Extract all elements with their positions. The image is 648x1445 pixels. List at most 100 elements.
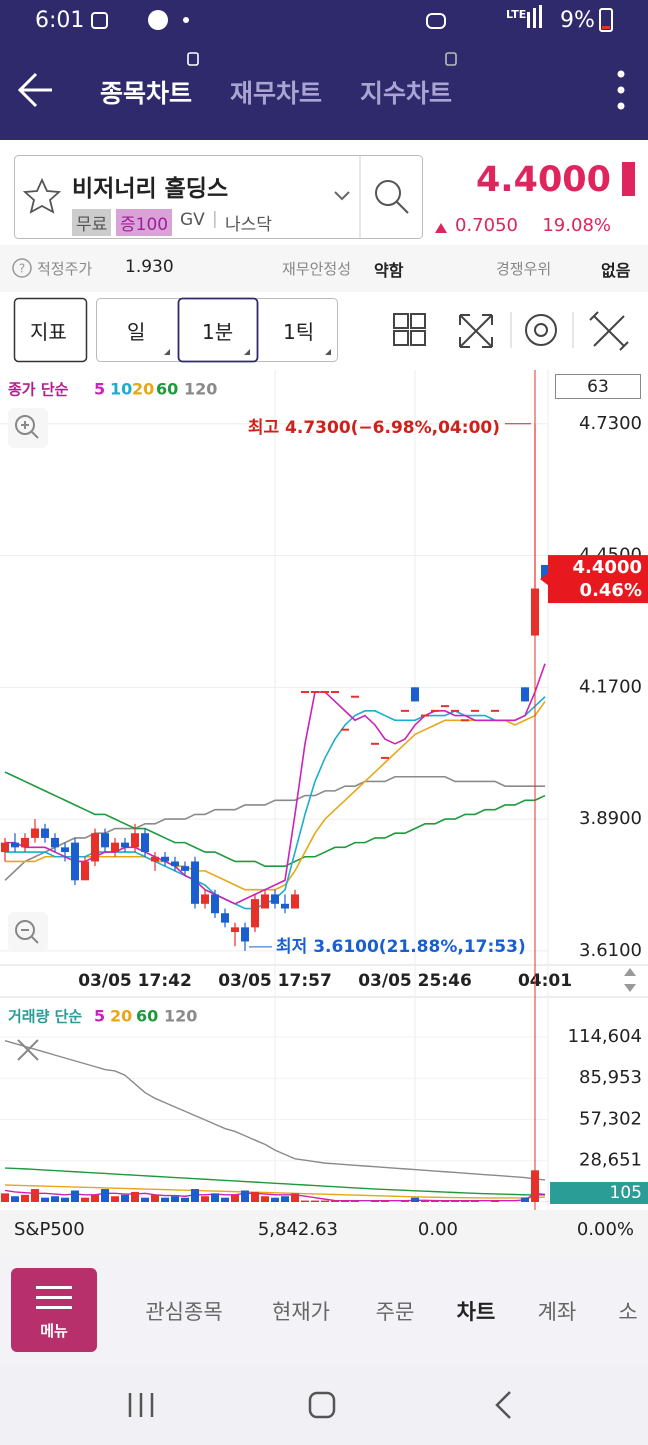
volume-bar — [151, 1194, 159, 1202]
candle-body — [441, 705, 449, 708]
price-tag-pointer — [540, 573, 548, 586]
volume-bar — [521, 1197, 529, 1202]
candle-body — [261, 894, 269, 909]
index-change: 0.00 — [417, 1219, 458, 1240]
candle-body — [461, 719, 469, 722]
period-button[interactable]: 1틱 — [283, 320, 315, 344]
x-tick-label: 03/05 25:46 — [358, 971, 472, 991]
nav-item[interactable]: 소 — [618, 1300, 638, 1324]
x-tick-label: 03/05 17:57 — [218, 971, 332, 991]
index-change-pct: 0.00% — [576, 1219, 634, 1240]
volume-bar — [81, 1197, 89, 1202]
candle-body — [311, 691, 319, 694]
candle-body — [401, 709, 409, 712]
candle-body — [41, 828, 49, 838]
nav-item[interactable]: 관심종목 — [145, 1300, 223, 1324]
candle-body — [221, 913, 229, 923]
candle-body — [161, 856, 169, 862]
back[interactable] — [495, 1391, 511, 1419]
legend-entry: 10 — [110, 380, 132, 399]
tab[interactable]: 재무차트 — [230, 79, 323, 108]
volume-bar — [51, 1196, 59, 1202]
price-change-pct: 19.08% — [542, 215, 611, 236]
axis-toggle — [624, 968, 636, 992]
status-time: 6:01 — [35, 8, 85, 33]
volume-bar — [91, 1194, 99, 1202]
candle-body — [241, 927, 249, 942]
legend-entry: 120 — [164, 1007, 197, 1026]
status-battery: 9% — [560, 8, 595, 33]
candle-body — [351, 695, 359, 698]
volume-bar — [101, 1189, 109, 1202]
legend-entry: 120 — [184, 380, 217, 399]
candle-body — [431, 709, 439, 712]
candle-body — [131, 833, 139, 848]
volume-bar — [111, 1196, 119, 1202]
volume-bar — [421, 1200, 429, 1202]
info-value: 1.930 — [125, 257, 174, 277]
zoom-out[interactable] — [15, 920, 35, 940]
indicator-button[interactable]: 지표 — [30, 320, 67, 344]
tab[interactable]: 종목차트 — [100, 79, 193, 108]
volume-ma-line — [4, 1184, 546, 1199]
recent-apps[interactable] — [128, 1393, 154, 1417]
back-button[interactable] — [17, 72, 52, 108]
candle-body — [51, 837, 59, 848]
volume-ma-line — [4, 1167, 545, 1196]
price-tag-label: 4.4000 — [573, 557, 642, 578]
plot-bg — [0, 370, 648, 1210]
menu-button[interactable]: 메뉴 — [11, 1268, 97, 1352]
favorite-star[interactable] — [22, 177, 62, 214]
candle-body — [411, 687, 419, 702]
candle-body — [541, 564, 549, 580]
index-name: S&P500 — [14, 1219, 85, 1240]
volume-bar — [1, 1193, 9, 1202]
y-tick-label: 85,953 — [579, 1067, 642, 1088]
nav-item[interactable]: 현재가 — [272, 1300, 330, 1324]
home[interactable] — [308, 1391, 336, 1419]
candle-body — [521, 687, 529, 702]
nav-item[interactable]: 주문 — [375, 1300, 415, 1324]
volume-bar — [331, 1200, 339, 1202]
volume-bar — [171, 1196, 179, 1202]
index-value: 5,842.63 — [257, 1219, 338, 1240]
volume-bar — [271, 1197, 279, 1202]
volume-bar — [341, 1200, 349, 1202]
candle-body — [281, 903, 289, 909]
volume-bar — [21, 1194, 29, 1202]
tab[interactable]: 지수차트 — [360, 79, 453, 108]
stock-tag: GV — [180, 210, 205, 230]
volume-tag — [550, 1182, 648, 1204]
volume-bar — [411, 1197, 419, 1202]
y-tick-label: 4.7300 — [579, 413, 642, 434]
candle-body — [71, 842, 79, 881]
volume-bar — [291, 1193, 299, 1202]
price-tag-change: 0.46% — [580, 580, 642, 601]
period-button[interactable]: 일 — [127, 320, 146, 344]
candle-body — [341, 728, 349, 731]
candle-body — [301, 691, 309, 694]
info-label: 경쟁우위 — [496, 260, 552, 278]
candle-body — [251, 899, 259, 928]
volume-bar — [491, 1200, 499, 1202]
y-tick-label: 114,604 — [568, 1026, 642, 1047]
candle-body — [231, 927, 239, 933]
nav-item[interactable]: 계좌 — [537, 1300, 577, 1324]
volume-bar — [401, 1200, 409, 1202]
nav-item[interactable]: 차트 — [456, 1300, 496, 1324]
zoom-in[interactable] — [15, 415, 35, 435]
search-button[interactable] — [375, 180, 409, 214]
close-volume[interactable] — [17, 1039, 39, 1061]
candle-body — [11, 842, 19, 848]
volume-bar — [371, 1200, 379, 1202]
candle-body — [331, 691, 339, 694]
price-change: 0.7050 — [455, 215, 518, 236]
legend-title: 종가 단순 — [8, 381, 69, 399]
bottom-nav — [0, 1255, 648, 1365]
period-button[interactable]: 1분 — [202, 320, 234, 344]
zoom-out-mark — [21, 929, 39, 944]
stock-tag: 증100 — [116, 209, 173, 236]
more-menu[interactable] — [617, 70, 625, 110]
stock-tag: 나스닥 — [225, 215, 272, 235]
volume-tag-label: 105 — [610, 1183, 642, 1203]
